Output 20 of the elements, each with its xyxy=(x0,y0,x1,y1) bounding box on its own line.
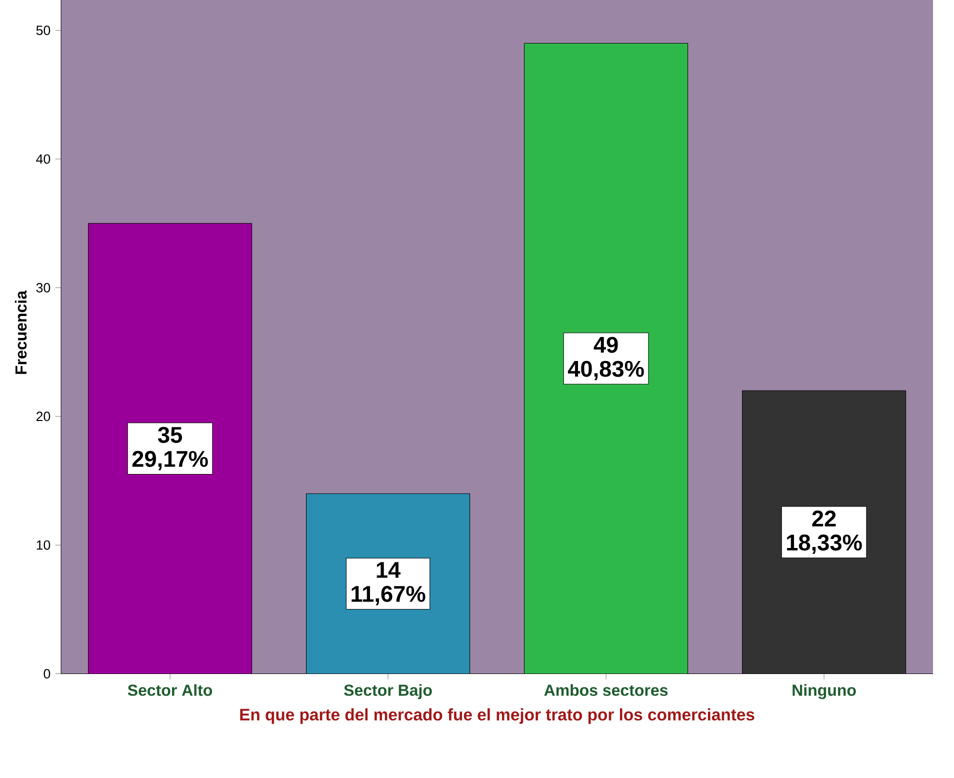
y-tick-label: 20 xyxy=(36,412,50,422)
data-label: 49 xyxy=(594,336,618,353)
y-tick-label: 30 xyxy=(36,283,50,292)
y-tick-label: 0 xyxy=(44,669,50,678)
x-tick-label: Sector Bajo xyxy=(344,684,432,700)
x-tick-label: Sector Alto xyxy=(128,684,212,696)
annotation: 29,17% xyxy=(132,450,208,470)
x-tick-label: Ambos sectores xyxy=(544,684,668,696)
data-label: 22 xyxy=(812,510,836,526)
annotation: 18,33% xyxy=(787,534,862,554)
data-label: 14 xyxy=(376,562,401,578)
annotation: 40,83% xyxy=(568,360,644,380)
x-tick-label: Ninguno xyxy=(792,684,856,700)
annotation: 11,67% xyxy=(352,586,426,606)
y-tick-label: 10 xyxy=(36,540,50,550)
x-axis-title: En que parte del mercado fue el mejor trato por los comerciantes xyxy=(240,708,754,724)
y-axis-title: Frecuencia xyxy=(14,290,27,374)
data-label: 35 xyxy=(158,426,182,443)
y-tick-label: 40 xyxy=(36,154,50,164)
y-tick-label: 50 xyxy=(36,26,50,36)
